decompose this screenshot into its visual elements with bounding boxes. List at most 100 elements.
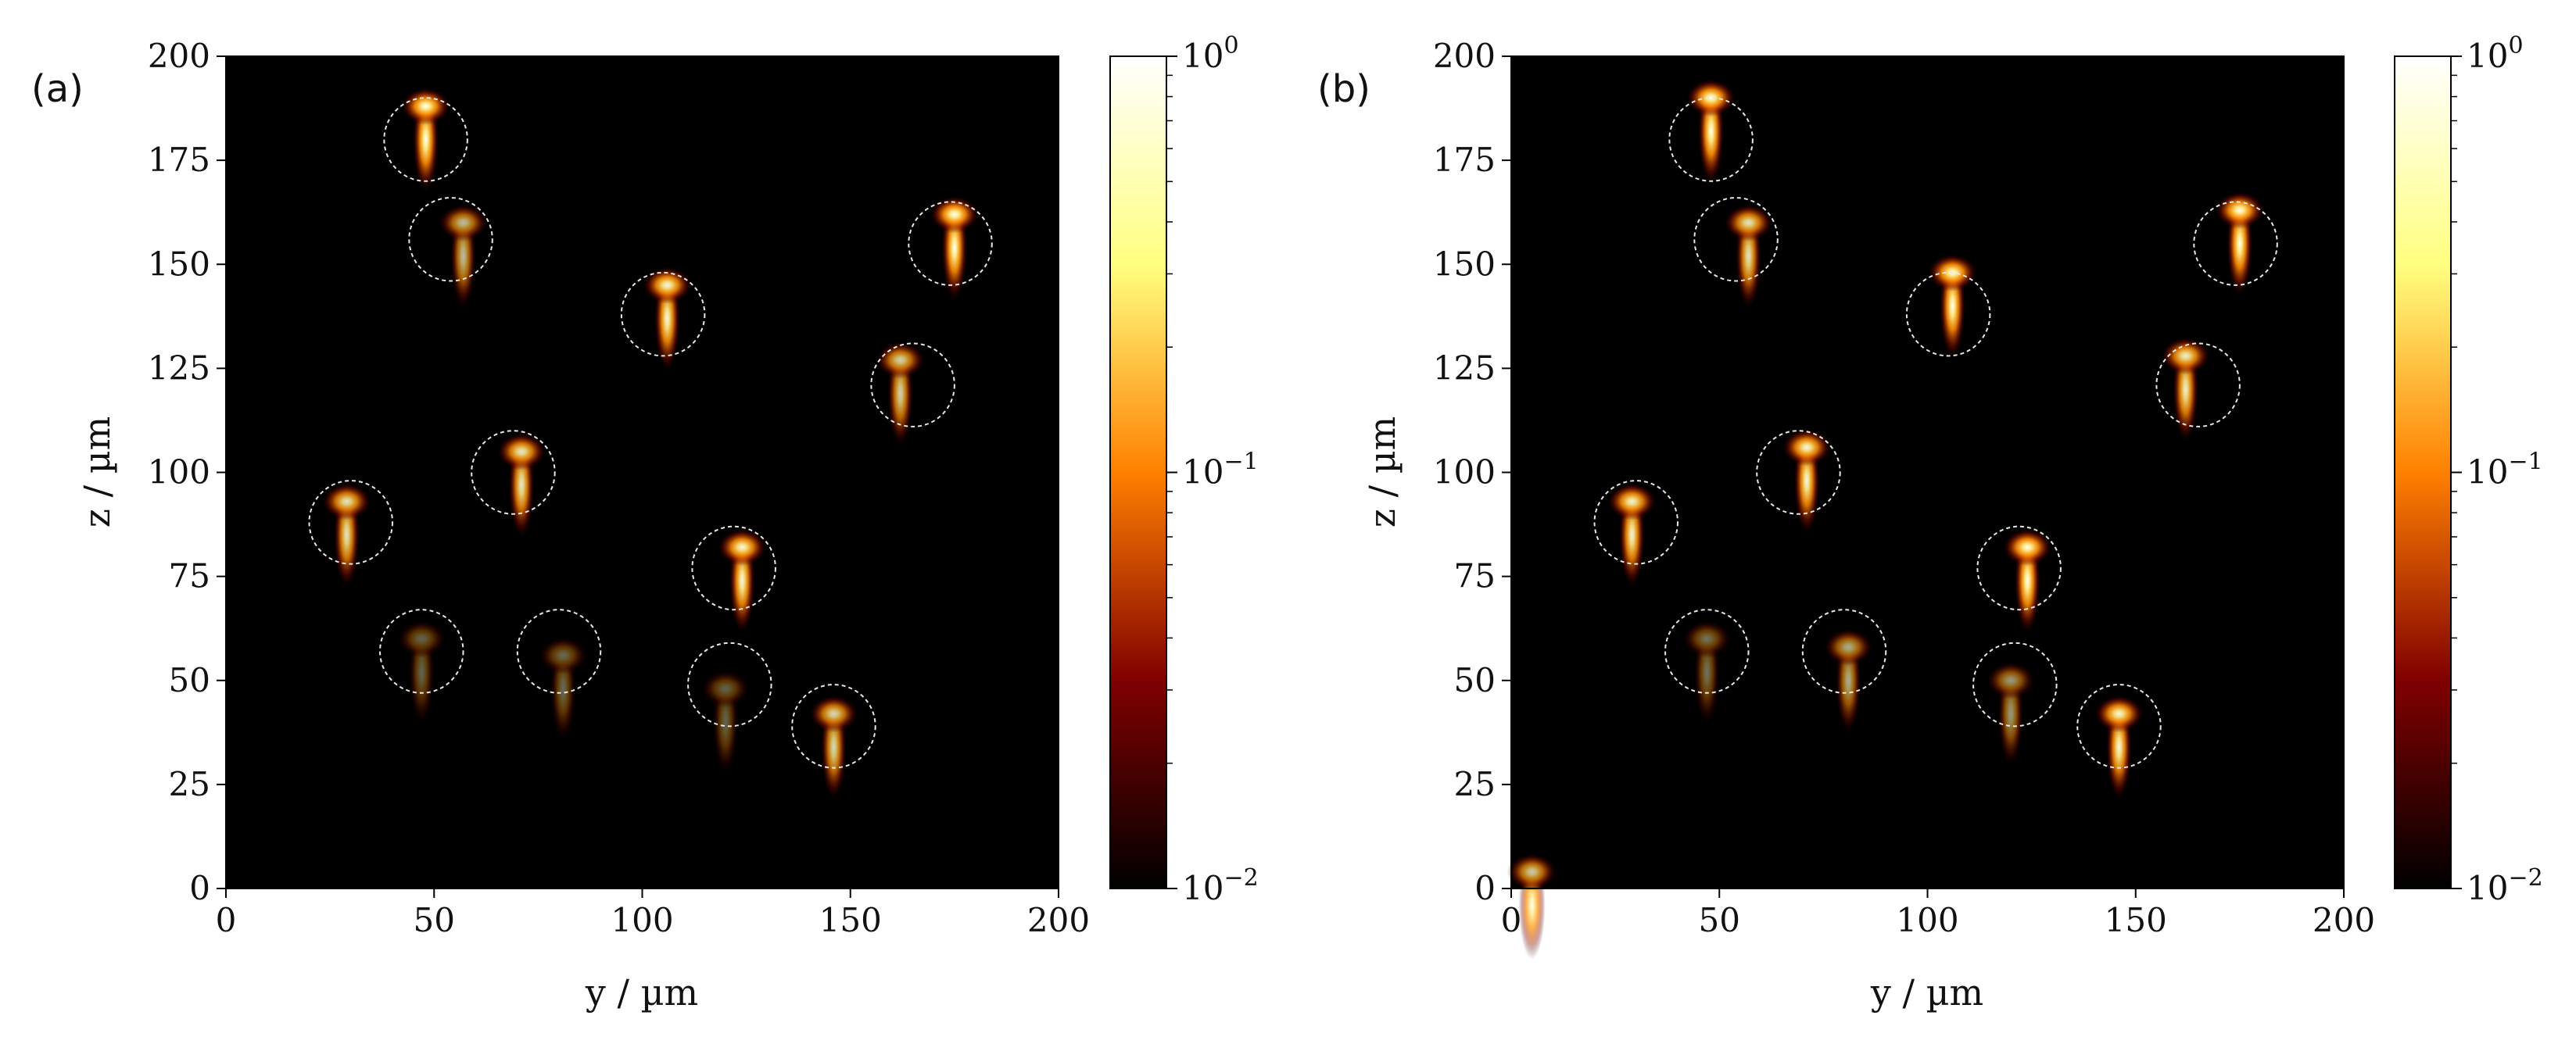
- heatmap-frame: [1510, 55, 2345, 889]
- y-tick-label: 125: [148, 349, 210, 387]
- y-tick-label: 125: [1433, 349, 1496, 387]
- colorbar-tick-label: 100: [1182, 32, 1239, 75]
- intensity-spot: [1686, 77, 1736, 186]
- intensity-spot: [1507, 851, 1557, 960]
- x-tick-label: 50: [1699, 901, 1740, 939]
- intensity-spot: [1607, 481, 1657, 589]
- y-tick-label: 100: [1433, 453, 1496, 492]
- intensity-spot: [538, 635, 589, 743]
- colorbar-tick-label: 10−1: [2467, 449, 2543, 492]
- y-axis: 0 25 50 75 100 125 150 175 200: [1433, 37, 1511, 907]
- region-circle: [620, 271, 706, 357]
- panel-a: (a) 0 50 100 150 200 0255075100125150175200 …: [31, 32, 1259, 1014]
- colorbar-ticks: 100 10−1 10−2: [1166, 32, 1259, 907]
- intensity-spot: [1823, 626, 1874, 735]
- region-circle: [2193, 201, 2278, 286]
- colorbar-ticks: 100 10−1 10−2: [2451, 32, 2543, 907]
- y-tick-label: 175: [148, 141, 210, 179]
- heatmap-frame: [225, 55, 1059, 889]
- y-axis-label: z / µm: [1361, 417, 1403, 528]
- intensity-spot: [700, 667, 751, 777]
- region-circle: [1593, 480, 1679, 565]
- region-circle: [1976, 525, 2062, 611]
- region-circle: [1664, 609, 1750, 694]
- heatmap-area: [1511, 56, 2344, 888]
- x-tick-label: 50: [414, 901, 455, 939]
- intensity-spot: [1782, 426, 1833, 535]
- intensity-spot: [1682, 617, 1732, 727]
- region-circle: [2076, 684, 2162, 769]
- colorbar-tick-label: 100: [2467, 32, 2524, 75]
- y-tick-label: 75: [169, 557, 210, 595]
- region-circle: [471, 430, 556, 515]
- region-circle: [379, 609, 464, 694]
- region-circle: [1693, 197, 1779, 282]
- x-tick-label: 150: [819, 901, 882, 939]
- y-tick-label: 175: [1433, 141, 1496, 179]
- y-tick-label: 100: [148, 453, 210, 492]
- region-circle: [308, 480, 393, 565]
- intensity-spot: [875, 339, 926, 448]
- y-tick-label: 25: [1454, 765, 1496, 803]
- region-circle: [691, 525, 776, 611]
- x-axis-label: y / µm: [1870, 971, 1983, 1014]
- y-tick-label: 0: [189, 869, 210, 907]
- colorbar: [2394, 55, 2452, 889]
- region-circle: [1905, 271, 1991, 357]
- intensity-spot: [2160, 334, 2211, 444]
- y-tick-label: 75: [1454, 557, 1496, 595]
- region-circle: [2155, 342, 2241, 427]
- region-circle: [687, 642, 772, 728]
- x-axis: 0 50 100 150 200: [1501, 888, 2375, 939]
- colorbar: [1109, 55, 1167, 889]
- x-tick-label: 200: [1027, 901, 1090, 939]
- x-tick-label: 100: [611, 901, 673, 939]
- intensity-spot: [2214, 189, 2265, 298]
- region-circles: [1593, 97, 2278, 769]
- intensity-spot: [1723, 202, 1774, 310]
- y-axis-label: z / µm: [76, 417, 118, 528]
- intensity-spot: [808, 692, 859, 802]
- y-tick-label: 200: [148, 37, 210, 75]
- x-tick-label: 200: [2313, 901, 2375, 939]
- x-axis: 0 50 100 150 200: [216, 888, 1090, 939]
- region-circle: [516, 609, 602, 694]
- panel-b: (b) 0 50 100 150 200 0255075100125150175200 …: [1317, 32, 2543, 1014]
- y-tick-label: 200: [1433, 37, 1496, 75]
- intensity-spots: [1507, 77, 2265, 960]
- panel-label-b: (b): [1317, 67, 1370, 111]
- x-tick-label: 100: [1896, 901, 1958, 939]
- region-circles: [308, 97, 993, 769]
- intensity-spot: [438, 202, 489, 310]
- region-circle: [1668, 97, 1754, 182]
- x-axis-label: y / µm: [585, 971, 698, 1014]
- region-circle: [383, 97, 468, 182]
- x-tick-label: 0: [216, 901, 237, 939]
- region-circle: [908, 201, 993, 286]
- region-circle: [408, 197, 493, 282]
- y-axis: 0 25 50 75 100 125 150 175 200: [148, 37, 226, 907]
- intensity-spot: [2094, 692, 2144, 802]
- y-tick-label: 150: [148, 245, 210, 283]
- y-tick-label: 25: [169, 765, 210, 803]
- region-circle: [870, 342, 955, 427]
- colorbar-tick-label: 10−2: [1182, 864, 1259, 907]
- region-circle: [1801, 609, 1887, 694]
- region-circle: [1972, 642, 2058, 728]
- y-tick-label: 150: [1433, 245, 1496, 283]
- intensity-spot: [400, 85, 451, 194]
- y-tick-label: 0: [1474, 869, 1496, 907]
- intensity-spot: [321, 481, 372, 589]
- colorbar-tick-label: 10−2: [2467, 864, 2543, 907]
- panel-label-a: (a): [31, 67, 84, 111]
- region-circle: [791, 684, 876, 769]
- x-tick-label: 150: [2105, 901, 2167, 939]
- intensity-spot: [396, 617, 447, 727]
- y-tick-label: 50: [1454, 661, 1496, 699]
- y-tick-label: 50: [169, 661, 210, 699]
- heatmap-area: [226, 56, 1059, 888]
- region-circle: [1756, 430, 1841, 515]
- x-tick-label: 0: [1501, 901, 1522, 939]
- intensity-spot: [1986, 660, 2036, 768]
